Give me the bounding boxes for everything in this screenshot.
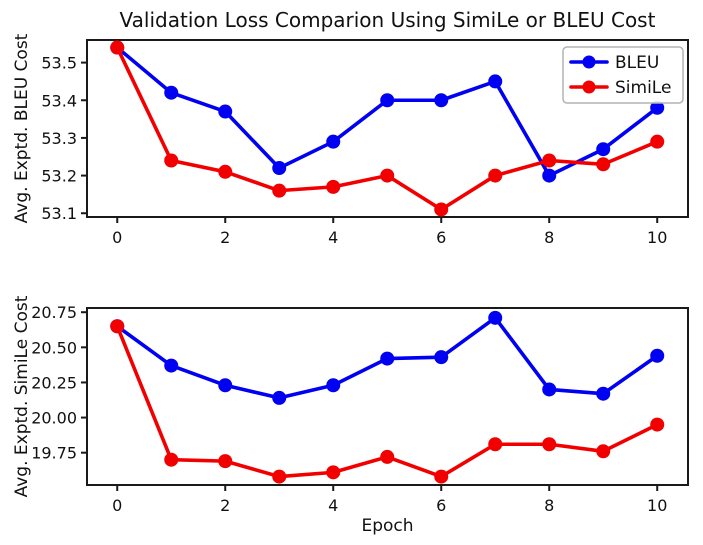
data-point-simile [650,134,665,149]
data-point-bleu [380,93,395,108]
data-point-simile [218,454,233,469]
data-point-simile [596,444,611,459]
data-point-simile [164,153,179,168]
legend-label: BLEU [615,53,659,73]
data-point-simile [272,469,287,484]
data-point-bleu [488,74,503,89]
data-point-bleu [542,382,557,397]
x-tick-label: 0 [112,228,122,247]
axis-frame [86,39,689,218]
data-point-bleu [218,104,233,119]
data-point-simile [650,417,665,432]
legend: BLEU SimiLe [562,46,684,104]
data-point-bleu [272,390,287,405]
data-point-bleu [434,350,449,365]
y-tick-label: 19.75 [31,444,77,463]
x-tick-label: 8 [544,496,554,515]
x-tick-label: 6 [436,228,446,247]
data-point-simile [434,469,449,484]
y-tick-label: 53.4 [41,91,77,110]
data-point-bleu [434,93,449,108]
data-point-bleu [488,310,503,325]
data-point-simile [272,183,287,198]
x-tick-label: 0 [112,496,122,515]
x-tick-label: 4 [328,228,338,247]
data-point-simile [110,319,125,334]
subplot-0: 0 2 4 6 8 10 53.1 53.2 53.3 53.4 53.5 Avg. Exptd. B… [12,8,689,247]
x-tick-label: 2 [220,496,230,515]
data-point-bleu [542,168,557,183]
y-tick-label: 20.25 [31,373,77,392]
data-point-simile [542,437,557,452]
axis-frame [86,307,689,486]
data-point-simile [218,164,233,179]
data-point-simile [380,168,395,183]
data-point-bleu [272,161,287,176]
x-tick-label: 10 [647,228,667,247]
legend-swatch-dot [582,80,596,94]
y-tick-label: 20.00 [31,409,77,428]
data-point-bleu [380,351,395,366]
y-axis-label: Avg. Exptd. SimiLe Cost [12,295,32,497]
x-tick-label: 8 [544,228,554,247]
x-axis-label: Epoch [361,516,413,536]
y-tick-label: 53.2 [41,167,77,186]
data-point-bleu [326,134,341,149]
data-point-simile [326,179,341,194]
data-point-bleu [650,100,665,115]
data-point-bleu [164,358,179,373]
data-point-simile [596,157,611,172]
data-point-bleu [326,378,341,393]
data-point-simile [164,452,179,467]
x-tick-label: 6 [436,496,446,515]
y-tick-label: 20.75 [31,303,77,322]
y-axis-label: Avg. Exptd. BLEU Cost [12,33,32,223]
data-point-simile [434,202,449,217]
data-point-simile [488,437,503,452]
data-point-simile [542,153,557,168]
data-point-bleu [218,378,233,393]
legend-label: SimiLe [615,78,671,98]
data-point-bleu [164,85,179,100]
data-point-simile [488,168,503,183]
plot-title: Validation Loss Comparion Using SimiLe o… [120,8,656,32]
legend-swatch-dot [582,55,596,69]
data-point-simile [110,40,125,55]
data-point-bleu [596,386,611,401]
x-tick-label: 4 [328,496,338,515]
y-tick-label: 20.50 [31,338,77,357]
x-tick-label: 10 [647,496,667,515]
data-point-simile [380,449,395,464]
data-point-simile [326,465,341,480]
data-point-bleu [596,142,611,157]
y-tick-label: 53.1 [41,204,77,223]
y-tick-label: 53.5 [41,54,77,73]
y-tick-label: 53.3 [41,129,77,148]
data-point-bleu [650,348,665,363]
x-tick-label: 2 [220,228,230,247]
